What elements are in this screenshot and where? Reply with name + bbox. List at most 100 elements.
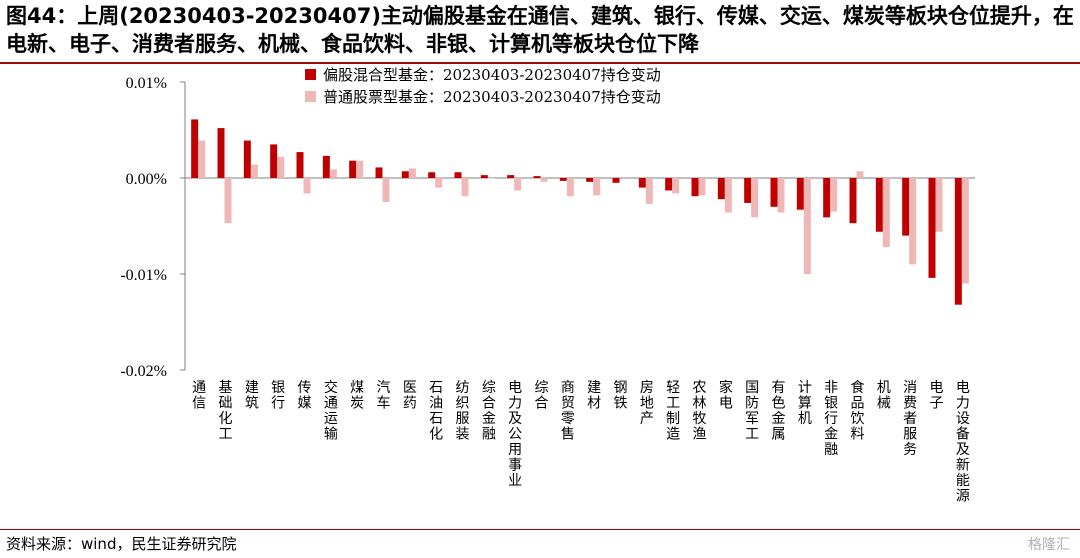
bar-mixed-fund — [401, 171, 409, 178]
x-tick-label: 汽车 — [377, 380, 391, 412]
bar-stock-fund — [882, 178, 890, 248]
bar-stock-fund — [830, 178, 838, 212]
x-tick-label: 有色金属 — [772, 380, 786, 443]
bar-stock-fund — [724, 178, 732, 213]
bar-stock-fund — [593, 178, 601, 196]
footer-divider — [0, 529, 1080, 530]
bar-mixed-fund — [586, 178, 594, 182]
source-note: 资料来源：wind，民生证券研究院 — [6, 535, 237, 553]
x-tick-label: 非银行金融 — [824, 380, 838, 458]
bar-stock-fund — [408, 168, 416, 178]
bar-stock-fund — [619, 178, 627, 179]
x-tick-label: 食品饮料 — [851, 379, 865, 443]
x-tick-label: 交通运输 — [324, 379, 338, 443]
bar-mixed-fund — [322, 155, 330, 178]
x-tick-label: 传媒 — [298, 380, 312, 412]
x-tick-label: 电力设备及新能源 — [956, 380, 970, 505]
x-tick-label: 综合 — [535, 380, 549, 412]
bar-stock-fund — [777, 178, 785, 213]
bar-stock-fund — [540, 178, 548, 182]
bar-stock-fund — [250, 164, 258, 178]
y-tick-label: -0.02% — [120, 363, 167, 380]
bar-mixed-fund — [823, 178, 831, 218]
legend-swatch — [305, 91, 316, 102]
x-tick-label: 通信 — [192, 380, 206, 412]
bar-mixed-fund — [480, 175, 488, 178]
bar-stock-fund — [487, 178, 495, 179]
bar-mixed-fund — [770, 178, 778, 207]
bar-mixed-fund — [717, 178, 725, 200]
bar-mixed-fund — [243, 140, 251, 178]
bar-stock-fund — [751, 178, 759, 218]
bar-mixed-fund — [928, 178, 936, 278]
bar-mixed-fund — [375, 167, 383, 178]
x-tick-label: 银行 — [271, 380, 285, 412]
bar-stock-fund — [803, 178, 811, 274]
x-tick-label: 纺织服装 — [456, 380, 470, 443]
bar-mixed-fund — [428, 172, 436, 178]
x-tick-label: 农林牧渔 — [693, 380, 707, 443]
bar-stock-fund — [856, 171, 864, 178]
bar-stock-fund — [435, 178, 443, 188]
title-divider — [0, 62, 1080, 64]
x-tick-label: 医药 — [403, 380, 417, 412]
legend-swatch — [305, 69, 316, 80]
y-tick-label: 0.00% — [126, 171, 167, 188]
x-tick-label: 煤炭 — [350, 380, 364, 412]
x-tick-label: 建材 — [587, 380, 601, 412]
legend: 偏股混合型基金：20230403-20230407持仓变动普通股票型基金：202… — [305, 66, 661, 106]
bars — [191, 119, 969, 305]
x-tick-label: 商贸零售 — [561, 380, 575, 443]
y-tick-label: 0.01% — [126, 75, 167, 92]
bar-mixed-fund — [691, 178, 699, 197]
x-tick-label: 机械 — [877, 380, 891, 412]
bar-stock-fund — [645, 178, 653, 204]
bar-stock-fund — [277, 156, 285, 178]
bar-stock-fund — [461, 178, 469, 197]
x-tick-label: 房地产 — [640, 380, 654, 427]
watermark-logo: 格隆汇 — [1028, 537, 1070, 553]
bar-stock-fund — [935, 178, 943, 232]
bar-stock-fund — [329, 169, 337, 178]
bar-mixed-fund — [217, 128, 225, 178]
bar-mixed-fund — [454, 172, 462, 178]
bar-mixed-fund — [665, 178, 673, 191]
bar-mixed-fund — [533, 176, 541, 178]
bar-mixed-fund — [796, 178, 804, 210]
x-tick-label: 消费者服务 — [903, 380, 917, 458]
bar-stock-fund — [356, 160, 364, 178]
bar-stock-fund — [198, 140, 206, 178]
bar-mixed-fund — [849, 178, 857, 224]
bar-mixed-fund — [902, 178, 910, 236]
x-tick-label: 钢铁 — [614, 380, 628, 412]
x-tick-label: 电力及公用事业 — [508, 380, 522, 489]
bar-mixed-fund — [954, 178, 962, 305]
bar-stock-fund — [909, 178, 917, 265]
bar-mixed-fund — [507, 175, 515, 178]
bar-stock-fund — [224, 178, 232, 224]
legend-label: 普通股票型基金：20230403-20230407持仓变动 — [323, 88, 661, 106]
x-tick-label: 家电 — [719, 379, 733, 412]
bar-chart: 偏股混合型基金：20230403-20230407持仓变动普通股票型基金：202… — [120, 66, 975, 505]
x-tick-label: 轻工制造 — [666, 380, 680, 443]
x-axis-labels: 通信基础化工建筑银行传媒交通运输煤炭汽车医药石油石化纺织服装综合金融电力及公用事… — [192, 379, 970, 505]
bar-mixed-fund — [191, 119, 199, 178]
legend-label: 偏股混合型基金：20230403-20230407持仓变动 — [323, 66, 661, 84]
bar-stock-fund — [672, 178, 680, 194]
bar-stock-fund — [382, 178, 390, 202]
y-tick-label: -0.01% — [120, 267, 167, 284]
x-tick-label: 国防军工 — [745, 380, 759, 443]
x-tick-label: 电子 — [930, 380, 944, 412]
x-tick-label: 综合金融 — [482, 380, 496, 443]
bar-mixed-fund — [612, 178, 620, 183]
bar-stock-fund — [514, 178, 522, 191]
bar-mixed-fund — [349, 160, 357, 178]
bar-mixed-fund — [744, 178, 752, 203]
bar-stock-fund — [566, 178, 574, 197]
x-tick-label: 石油石化 — [429, 380, 443, 443]
x-tick-label: 计算机 — [798, 380, 812, 427]
bar-mixed-fund — [296, 152, 304, 178]
y-axis: 0.01% 0.00% -0.01% -0.02% — [120, 75, 975, 380]
chart-title: 图44：上周(20230403-20230407)主动偏股基金在通信、建筑、银行… — [6, 4, 1074, 56]
bar-mixed-fund — [638, 178, 646, 188]
